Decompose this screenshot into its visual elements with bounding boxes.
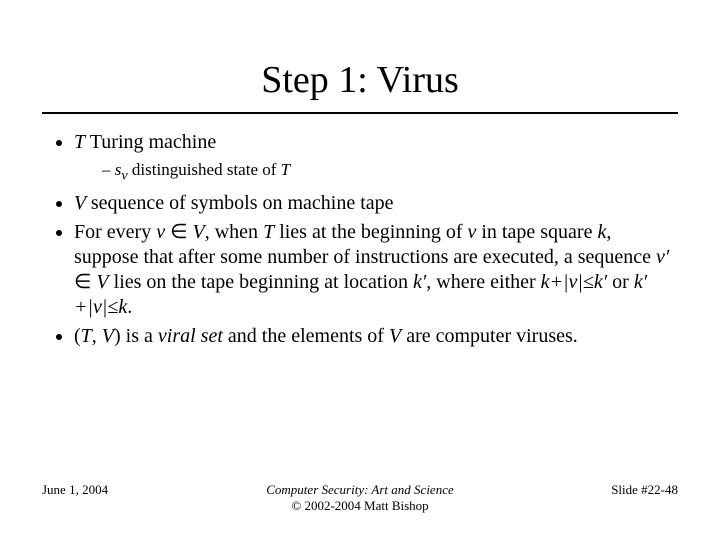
b4-pre: ( [74,325,81,347]
b3-in: ∈ [165,221,192,243]
var-T: T [74,131,90,153]
bullet-3: For every v ∈ V, when T lies at the begi… [74,220,672,320]
b3-T: T [263,221,274,243]
b4-comma: , [92,325,102,347]
bullet-2: V sequence of symbols on machine tape [74,191,672,216]
b3-mid: lies at the beginning of [274,221,467,243]
var-V: V [74,192,91,214]
b3-or: or [607,271,634,293]
footer-line2: © 2002-2004 Matt Bishop [291,498,428,513]
b3-expr1: k+|v|≤k′ [541,271,607,293]
slide-body: T Turing machine sv distinguished state … [0,124,720,349]
b4-end: are computer viruses. [401,325,578,347]
b3-vprime: v′ [656,246,669,268]
b4-V2: V [389,325,401,347]
bullet-1-sub-text: distinguished state of [128,160,281,179]
footer-slide-number: Slide #22-48 [538,482,678,498]
b3-k: k [597,221,606,243]
b3-in2: ∈ [74,271,96,293]
slide: Step 1: Virus T Turing machine sv distin… [0,0,720,540]
b3-mid5: , where either [426,271,540,293]
footer-date: June 1, 2004 [42,482,182,498]
b4-mid: ) is a [114,325,158,347]
footer-center: Computer Security: Art and Science © 200… [182,482,538,514]
title-divider [42,112,678,114]
bullet-list: T Turing machine sv distinguished state … [48,130,672,349]
b4-viral: viral set [158,325,223,347]
slide-title: Step 1: Virus [0,0,720,108]
sub-list-1: sv distinguished state of T [74,159,672,185]
bullet-1-text: Turing machine [90,131,216,153]
footer-line1: Computer Security: Art and Science [266,482,454,497]
bullet-4: (T, V) is a viral set and the elements o… [74,324,672,349]
b3-end: . [127,296,132,318]
b4-V: V [102,325,114,347]
var-T-sub: T [281,160,290,179]
bullet-2-text: sequence of symbols on machine tape [91,192,394,214]
b3-when: , when [205,221,263,243]
bullet-1: T Turing machine sv distinguished state … [74,130,672,185]
b3-V2: V [96,271,108,293]
b3-mid4: lies on the tape beginning at location [109,271,413,293]
bullet-1-sub: sv distinguished state of T [102,159,672,185]
b3-v: v [156,221,165,243]
b3-pre: For every [74,221,156,243]
footer: June 1, 2004 Computer Security: Art and … [0,482,720,514]
b3-kprime: k′ [413,271,426,293]
b3-V: V [193,221,205,243]
b3-mid2: in tape square [476,221,597,243]
b4-mid2: and the elements of [223,325,389,347]
b4-T: T [81,325,92,347]
